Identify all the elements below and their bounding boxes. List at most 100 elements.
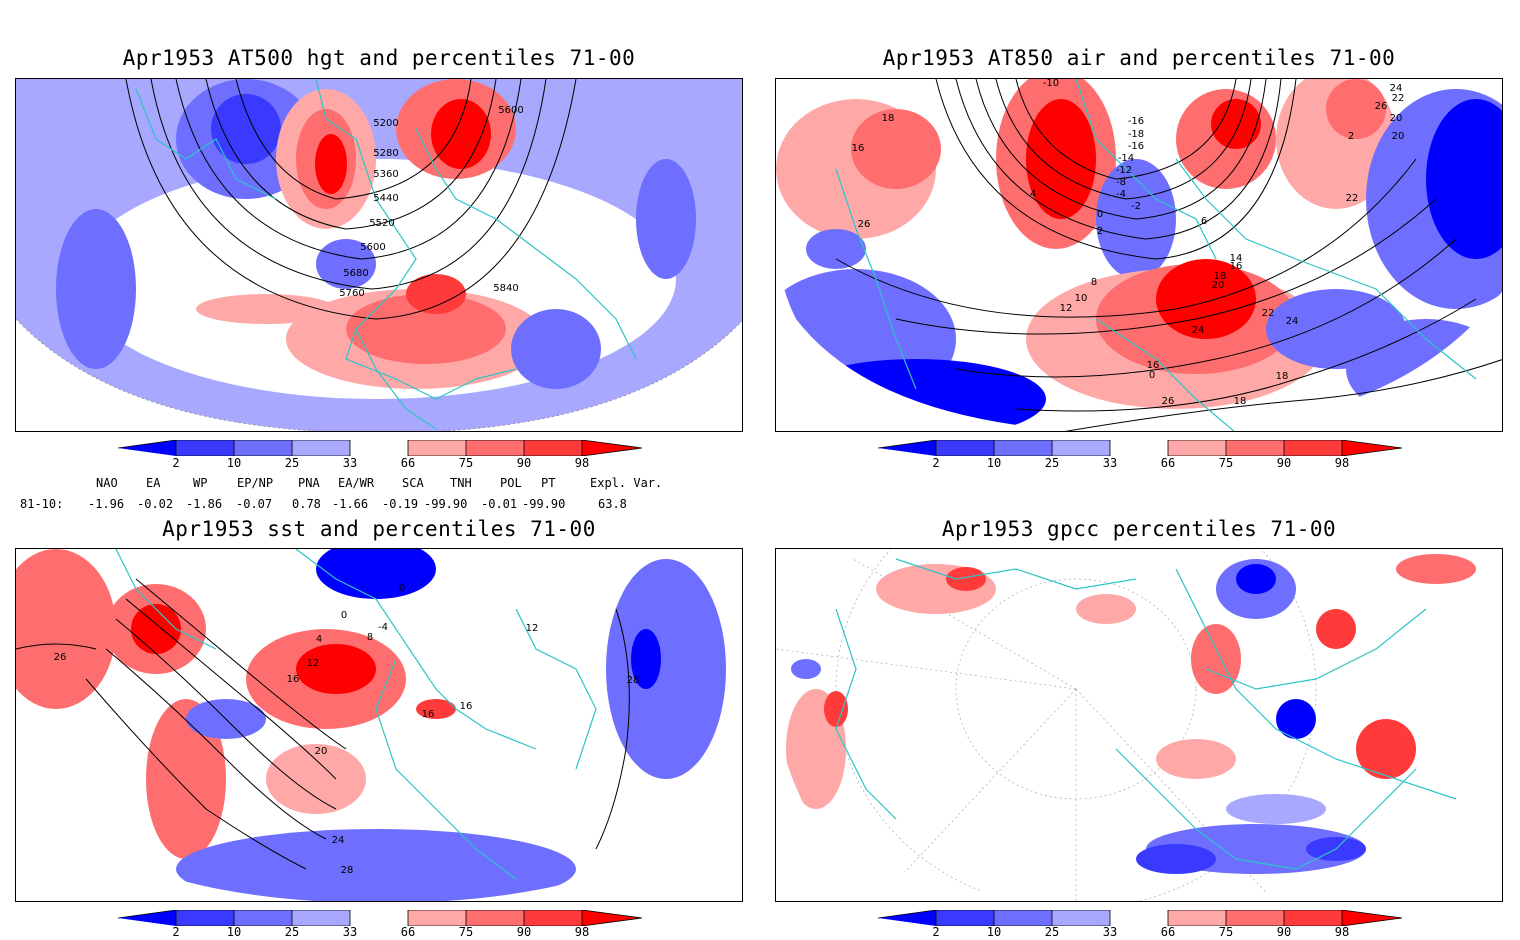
panel-2-title: Apr1953 AT850 air and percentiles 71-00 — [882, 46, 1396, 70]
colorbar-label: 2 — [932, 925, 940, 939]
contour-label: 5680 — [343, 268, 368, 279]
contour-label: 20 — [315, 746, 328, 757]
contour-label: 5360 — [373, 169, 398, 180]
index-value: -0.07 — [236, 497, 273, 511]
index-header: NAO — [96, 476, 118, 490]
colorbar-label: 90 — [516, 925, 532, 939]
contour-label: -16 — [1128, 141, 1144, 152]
index-header: Expl. Var. — [590, 476, 663, 490]
colorbar-label: 90 — [1276, 456, 1292, 470]
contour-label: 12 — [1060, 303, 1073, 314]
contour-label: -8 — [1116, 177, 1126, 188]
index-header: EA/WR — [338, 476, 375, 490]
index-value: -99.90 — [424, 497, 468, 511]
map-panel-hgt500: 5200 5280 5360 5440 5520 5600 5680 5760 … — [15, 78, 743, 432]
panel-1-title: Apr1953 AT500 hgt and percentiles 71-00 — [122, 46, 636, 70]
colorbar-2-labels: 2 10 25 33 66 75 90 98 — [878, 456, 1402, 470]
contour-label: 28 — [341, 865, 354, 876]
colorbar-label: 90 — [516, 456, 532, 470]
contour-label: 5280 — [373, 148, 398, 159]
colorbar-1 — [117, 439, 643, 457]
colorbar-4 — [877, 909, 1403, 927]
colorbar-label: 66 — [400, 925, 416, 939]
contour-label: 26 — [54, 652, 67, 663]
contour-label: -18 — [1128, 129, 1144, 140]
colorbar-label: 10 — [226, 456, 242, 470]
index-header: EA — [146, 476, 161, 490]
contour-label: 12 — [307, 658, 320, 669]
colorbar-label: 98 — [1334, 456, 1350, 470]
colorbar-label: 98 — [1334, 925, 1350, 939]
contour-label: 10 — [1075, 293, 1088, 304]
panel-3-title: Apr1953 sst and percentiles 71-00 — [162, 517, 596, 541]
contour-label: 16 — [422, 709, 435, 720]
colorbar-label: 75 — [1218, 456, 1234, 470]
colorbar-3 — [117, 909, 643, 927]
map-panel-air850: -10 -16 -18 -16 -14 -12 -8 -4 -2 0 2 4 6… — [775, 78, 1503, 432]
contour-label: 4 — [316, 634, 322, 645]
contour-label: 20 — [1390, 113, 1403, 124]
contour-label: 4 — [1030, 189, 1036, 200]
contour-label: 14 — [1230, 253, 1243, 264]
contour-label: 6 — [1201, 216, 1207, 227]
index-value: -1.96 — [88, 497, 125, 511]
colorbar-label: 25 — [1044, 925, 1060, 939]
contour-label: 22 — [1346, 193, 1359, 204]
panel-4-title: Apr1953 gpcc percentiles 71-00 — [941, 517, 1337, 541]
colorbar-label: 33 — [342, 456, 358, 470]
index-value: 63.8 — [598, 497, 627, 511]
colorbar-label: 66 — [1160, 925, 1176, 939]
contour-label: 24 — [1192, 325, 1205, 336]
contour-label: 5600 — [498, 105, 523, 116]
colorbar-label: 75 — [458, 925, 474, 939]
colorbar-label: 25 — [284, 456, 300, 470]
index-header: TNH — [450, 476, 472, 490]
colorbar-label: 75 — [1218, 925, 1234, 939]
index-value: -0.01 — [481, 497, 518, 511]
contour-label: 18 — [882, 113, 895, 124]
contour-label: 28 — [627, 675, 640, 686]
contour-label: 20 — [1392, 131, 1405, 142]
colorbar-label: 25 — [284, 925, 300, 939]
contour-label: 24 — [332, 835, 345, 846]
index-value: -99.90 — [522, 497, 566, 511]
index-value: -1.86 — [186, 497, 223, 511]
contour-label: 16 — [460, 701, 473, 712]
colorbar-3-labels: 2 10 25 33 66 75 90 98 — [118, 925, 642, 939]
contour-label: -12 — [1116, 165, 1132, 176]
contour-label: 26 — [1162, 396, 1175, 407]
contour-label: 0 — [1149, 370, 1155, 381]
contour-label: -14 — [1118, 153, 1134, 164]
contour-label: 0 — [1097, 209, 1103, 220]
contour-label: 20 — [1212, 280, 1225, 291]
contour-label: 18 — [1214, 271, 1227, 282]
colorbar-label: 66 — [1160, 456, 1176, 470]
contour-label: 16 — [852, 143, 865, 154]
colorbar-label: 25 — [1044, 456, 1060, 470]
colorbar-label: 33 — [342, 925, 358, 939]
map-panel-gpcc — [775, 548, 1503, 902]
index-header: POL — [500, 476, 522, 490]
contour-label: 16 — [1230, 261, 1243, 272]
contour-label: 8 — [367, 632, 373, 643]
contour-label: 0 — [399, 583, 405, 594]
colorbar-label: 33 — [1102, 456, 1118, 470]
colorbar-label: 75 — [458, 456, 474, 470]
index-value: -1.66 — [332, 497, 369, 511]
contour-label: 12 — [526, 623, 539, 634]
index-header: PNA — [298, 476, 320, 490]
index-row-label: 81-10: — [20, 497, 64, 511]
contour-label: 2 — [1348, 131, 1354, 142]
colorbar-label: 66 — [400, 456, 416, 470]
index-header: PT — [541, 476, 556, 490]
colorbar-1-labels: 2 10 25 33 66 75 90 98 — [118, 456, 642, 470]
index-header: EP/NP — [237, 476, 274, 490]
contour-label: 5520 — [369, 218, 394, 229]
colorbar-label: 90 — [1276, 925, 1292, 939]
contour-label: 16 — [287, 674, 300, 685]
contour-label: -4 — [1116, 189, 1126, 200]
contour-label: 5440 — [373, 193, 398, 204]
colorbar-label: 10 — [986, 456, 1002, 470]
contour-label: -4 — [378, 622, 388, 633]
map-panel-sst: 26 0 4 8 12 16 20 24 28 16 28 16 12 -4 0 — [15, 548, 743, 902]
